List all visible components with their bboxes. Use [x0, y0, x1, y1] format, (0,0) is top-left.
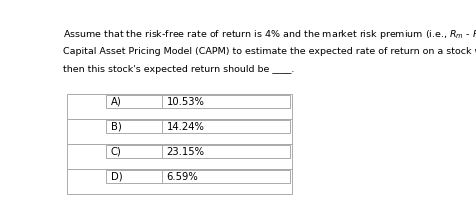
- Text: 10.53%: 10.53%: [167, 97, 204, 106]
- Text: 6.59%: 6.59%: [167, 172, 198, 181]
- Text: 23.15%: 23.15%: [167, 147, 204, 157]
- Bar: [106, 170, 290, 183]
- Text: C): C): [111, 147, 121, 157]
- Text: A): A): [111, 97, 121, 106]
- Text: Capital Asset Pricing Model (CAPM) to estimate the expected rate of return on a : Capital Asset Pricing Model (CAPM) to es…: [63, 47, 476, 56]
- Text: then this stock's expected return should be ____.: then this stock's expected return should…: [63, 65, 295, 74]
- Text: D): D): [111, 172, 122, 181]
- Text: B): B): [111, 122, 121, 132]
- Text: 14.24%: 14.24%: [167, 122, 204, 132]
- Bar: [106, 120, 290, 133]
- Bar: [106, 95, 290, 108]
- Bar: [106, 145, 290, 158]
- Text: Assume that the risk-free rate of return is 4% and the market risk premium (i.e.: Assume that the risk-free rate of return…: [63, 28, 476, 41]
